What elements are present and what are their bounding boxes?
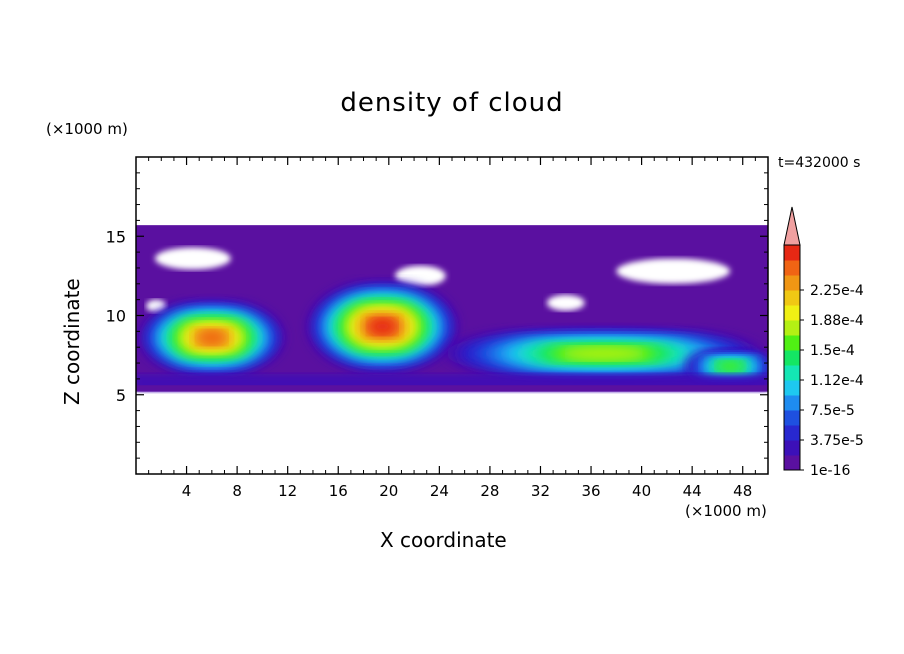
density-contour	[368, 318, 397, 335]
colorbar-swatch	[784, 245, 800, 261]
colorbar-label: 1.12e-4	[810, 373, 864, 389]
clear-gap	[616, 258, 731, 284]
x-tick-label: 28	[480, 482, 499, 500]
clear-gap	[395, 265, 446, 287]
x-tick-label: 40	[632, 482, 651, 500]
cloud-base-edge	[136, 385, 768, 392]
x-tick-label: 48	[733, 482, 752, 500]
x-axis-unit: (×1000 m)	[685, 502, 767, 520]
x-axis-label: X coordinate	[380, 528, 507, 552]
x-tick-label: 36	[581, 482, 600, 500]
colorbar-frame	[783, 244, 801, 471]
x-tick-label: 32	[531, 482, 550, 500]
colorbar-swatch	[784, 440, 800, 456]
colorbar-label: 2.25e-4	[810, 283, 864, 299]
y-axis-unit: (×1000 m)	[46, 120, 128, 138]
x-axis-ticks: 4 8 12 16 20 24 28 32 36 40 44 48	[148, 157, 756, 500]
x-tick-label: 8	[232, 482, 242, 500]
chart-title: density of cloud	[340, 88, 564, 118]
x-tick-label: 20	[379, 482, 398, 500]
clear-gap	[546, 294, 585, 311]
clear-gap	[146, 299, 167, 313]
colorbar-swatch	[784, 395, 800, 411]
colorbar-swatch	[784, 260, 800, 276]
colorbar-swatch	[784, 290, 800, 306]
colorbar-swatch	[784, 365, 800, 381]
x-tick-label: 4	[182, 482, 192, 500]
colorbar-swatch	[784, 455, 800, 471]
x-tick-label: 16	[329, 482, 348, 500]
colorbar-overflow-arrow	[783, 206, 801, 246]
clear-gap	[154, 247, 231, 270]
x-tick-label: 12	[278, 482, 297, 500]
colorbar-label: 3.75e-5	[810, 433, 864, 449]
colorbar-swatch	[784, 410, 800, 426]
colorbar-label: 1.5e-4	[810, 343, 855, 359]
y-tick-label: 15	[106, 227, 126, 246]
x-tick-label: 24	[430, 482, 449, 500]
colorbar-swatch	[784, 320, 800, 336]
colorbar-swatch	[784, 335, 800, 351]
colorbar: 1e-16 3.75e-5 7.5e-5 1.12e-4 1.5e-4 1.88e-4 2.…	[783, 206, 864, 479]
y-axis-ticks: 5 10 15	[106, 172, 768, 459]
density-contour	[716, 361, 744, 372]
density-contour	[560, 346, 647, 361]
y-tick-label: 10	[106, 307, 126, 326]
density-contour	[197, 330, 226, 345]
density-field	[136, 225, 768, 392]
colorbar-swatch	[784, 425, 800, 441]
x-tick-label: 44	[683, 482, 702, 500]
colorbar-label: 1e-16	[810, 463, 850, 479]
colorbar-swatch	[784, 275, 800, 291]
timestamp-label: t=432000 s	[778, 155, 861, 171]
colorbar-swatch	[784, 350, 800, 366]
colorbar-swatch	[784, 380, 800, 396]
colorbar-label: 1.88e-4	[810, 313, 864, 329]
colorbar-label: 7.5e-5	[810, 403, 855, 419]
colorbar-swatch	[784, 305, 800, 321]
y-tick-label: 5	[116, 386, 126, 405]
